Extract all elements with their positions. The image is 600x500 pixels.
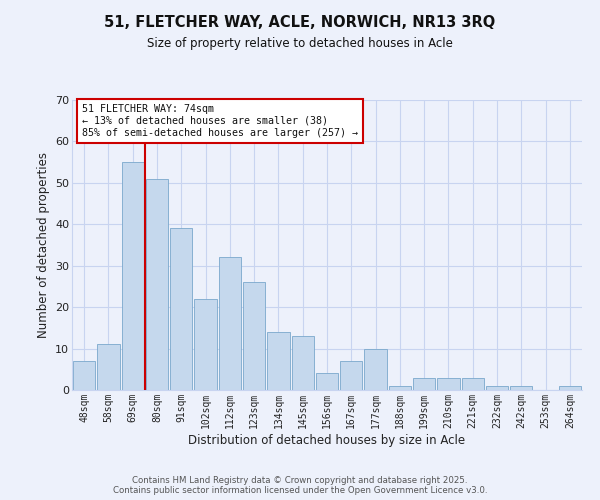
Bar bbox=[194, 299, 217, 390]
Text: 51 FLETCHER WAY: 74sqm
← 13% of detached houses are smaller (38)
85% of semi-det: 51 FLETCHER WAY: 74sqm ← 13% of detached… bbox=[82, 104, 358, 138]
Text: Contains HM Land Registry data © Crown copyright and database right 2025.
Contai: Contains HM Land Registry data © Crown c… bbox=[113, 476, 487, 495]
Bar bbox=[437, 378, 460, 390]
Bar bbox=[486, 386, 508, 390]
Bar bbox=[461, 378, 484, 390]
Text: 51, FLETCHER WAY, ACLE, NORWICH, NR13 3RQ: 51, FLETCHER WAY, ACLE, NORWICH, NR13 3R… bbox=[104, 15, 496, 30]
Bar bbox=[97, 344, 119, 390]
Bar bbox=[364, 348, 387, 390]
Bar bbox=[559, 386, 581, 390]
Bar bbox=[73, 361, 95, 390]
Bar bbox=[292, 336, 314, 390]
Text: Size of property relative to detached houses in Acle: Size of property relative to detached ho… bbox=[147, 38, 453, 51]
Bar bbox=[218, 258, 241, 390]
Bar bbox=[122, 162, 144, 390]
Bar bbox=[267, 332, 290, 390]
Y-axis label: Number of detached properties: Number of detached properties bbox=[37, 152, 50, 338]
Bar bbox=[510, 386, 532, 390]
Bar bbox=[389, 386, 411, 390]
Bar bbox=[146, 178, 168, 390]
Bar bbox=[340, 361, 362, 390]
Bar bbox=[316, 374, 338, 390]
Bar bbox=[243, 282, 265, 390]
Bar bbox=[413, 378, 436, 390]
Bar bbox=[170, 228, 193, 390]
X-axis label: Distribution of detached houses by size in Acle: Distribution of detached houses by size … bbox=[188, 434, 466, 446]
